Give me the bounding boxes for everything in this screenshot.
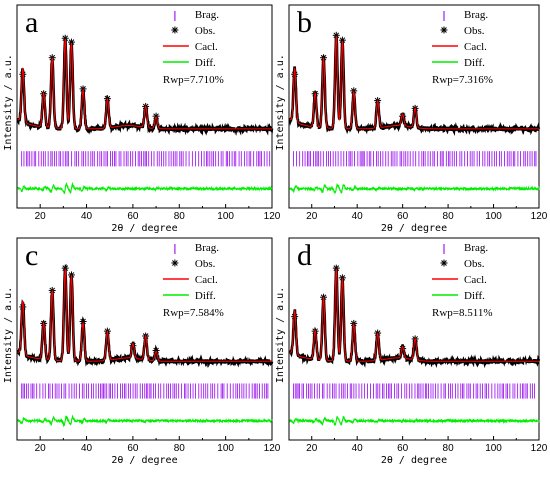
panel-letter: c (25, 239, 38, 272)
calculated-pattern (289, 35, 539, 130)
obs-marker (67, 38, 75, 46)
legend: Brag. Obs. Cacl. Diff. (162, 242, 219, 302)
obs-marker (152, 112, 160, 120)
x-tick-label: 20 (306, 211, 318, 222)
plot-frame (16, 237, 273, 441)
legend-label-bragg: Brag. (195, 242, 219, 254)
x-tick-label: 80 (443, 443, 455, 454)
observed-pattern (288, 34, 541, 136)
legend-swatch-obs (171, 259, 179, 267)
legend-label-calc: Cacl. (195, 274, 218, 286)
y-axis-title: Intensity / a.u. (275, 287, 286, 383)
panel-letter: b (297, 6, 312, 39)
difference-curve (289, 182, 540, 195)
x-tick-label: 20 (35, 211, 47, 222)
x-tick-label: 100 (485, 443, 502, 454)
x-tick-label: 120 (264, 211, 281, 222)
x-axis-title: 2θ / degree (111, 455, 177, 466)
bragg-reflections (293, 151, 537, 167)
obs-marker (399, 112, 407, 120)
difference-curve (17, 181, 273, 195)
plot-frame (288, 4, 540, 209)
legend-label-calc: Cacl. (195, 41, 218, 53)
legend: Brag. Obs. Cacl. Diff. (162, 9, 219, 69)
x-tick-label: 100 (217, 211, 234, 222)
x-axis-title: 2θ / degree (111, 223, 177, 234)
observed-pattern (288, 266, 541, 369)
legend-label-diff: Diff. (464, 57, 485, 69)
x-tick-label: 40 (81, 443, 93, 454)
panel-a: 20 40 60 80 100 120 2θ / degree Intensity / a.u… (3, 4, 281, 234)
calculated-pattern (289, 268, 539, 362)
y-axis-title: Intensity / a.u. (275, 54, 286, 150)
legend-label-calc: Cacl. (464, 274, 487, 286)
y-axis-title: Intensity / a.u. (3, 287, 14, 383)
panel-d: 20 40 60 80 100 120 2θ / degree Intensity / a.u… (275, 237, 548, 466)
observed-pattern (16, 38, 274, 136)
legend-label-obs: Obs. (195, 25, 216, 37)
observed-pattern (16, 263, 274, 368)
x-tick-label: 60 (397, 443, 409, 454)
x-tick-label: 60 (127, 211, 139, 222)
x-axis-title: 2θ / degree (381, 455, 447, 466)
legend: Brag. Obs. Cacl. Diff. (432, 242, 488, 302)
calculated-pattern (17, 38, 272, 130)
x-tick-label: 40 (352, 443, 364, 454)
legend-label-diff: Diff. (195, 57, 216, 69)
x-tick-label: 80 (174, 211, 186, 222)
legend-label-diff: Diff. (464, 290, 485, 302)
obs-marker (399, 345, 407, 353)
legend-swatch-obs (171, 26, 179, 34)
rwp-annotation: Rwp=7.316% (432, 74, 493, 86)
plot-frame (288, 237, 540, 441)
bragg-reflections (21, 383, 269, 399)
rwp-annotation: Rwp=7.710% (163, 74, 224, 86)
panel-letter: a (25, 6, 38, 39)
legend-label-calc: Cacl. (464, 41, 487, 53)
rwp-annotation: Rwp=8.511% (432, 307, 493, 319)
rwp-annotation: Rwp=7.584% (163, 307, 224, 319)
legend-label-bragg: Brag. (464, 9, 488, 21)
legend: Brag. Obs. Cacl. Diff. (432, 9, 488, 69)
plot-frame (16, 4, 273, 209)
x-tick-label: 20 (35, 443, 47, 454)
legend-label-bragg: Brag. (464, 242, 488, 254)
x-tick-label: 60 (127, 443, 139, 454)
x-tick-label: 40 (81, 211, 93, 222)
panel-letter: d (297, 239, 312, 272)
panel-b: 20 40 60 80 100 120 2θ / degree Intensity / a.u… (275, 4, 548, 234)
calculated-pattern (17, 268, 272, 362)
x-tick-label: 80 (174, 443, 186, 454)
panel-c: 20 40 60 80 100 120 2θ / degree Intensity / a.u… (3, 237, 281, 466)
x-tick-label: 120 (264, 443, 281, 454)
x-tick-label: 100 (217, 443, 234, 454)
obs-marker (152, 347, 160, 355)
legend-label-obs: Obs. (464, 258, 485, 270)
x-tick-label: 100 (485, 211, 502, 222)
x-axis-title: 2θ / degree (381, 223, 447, 234)
y-axis-title: Intensity / a.u. (3, 54, 14, 150)
legend-label-bragg: Brag. (195, 9, 219, 21)
legend-swatch-obs (440, 259, 448, 267)
x-tick-label: 80 (443, 211, 455, 222)
legend-label-obs: Obs. (464, 25, 485, 37)
legend-swatch-obs (440, 26, 448, 34)
x-tick-label: 120 (531, 211, 548, 222)
difference-curve (289, 416, 540, 427)
x-tick-label: 20 (306, 443, 318, 454)
legend-label-diff: Diff. (195, 290, 216, 302)
obs-marker (61, 34, 69, 42)
bragg-reflections (21, 151, 271, 167)
x-tick-label: 60 (397, 211, 409, 222)
difference-curve (17, 414, 273, 428)
x-tick-label: 40 (352, 211, 364, 222)
bragg-reflections (293, 383, 536, 399)
x-tick-label: 120 (531, 443, 548, 454)
legend-label-obs: Obs. (195, 258, 216, 270)
